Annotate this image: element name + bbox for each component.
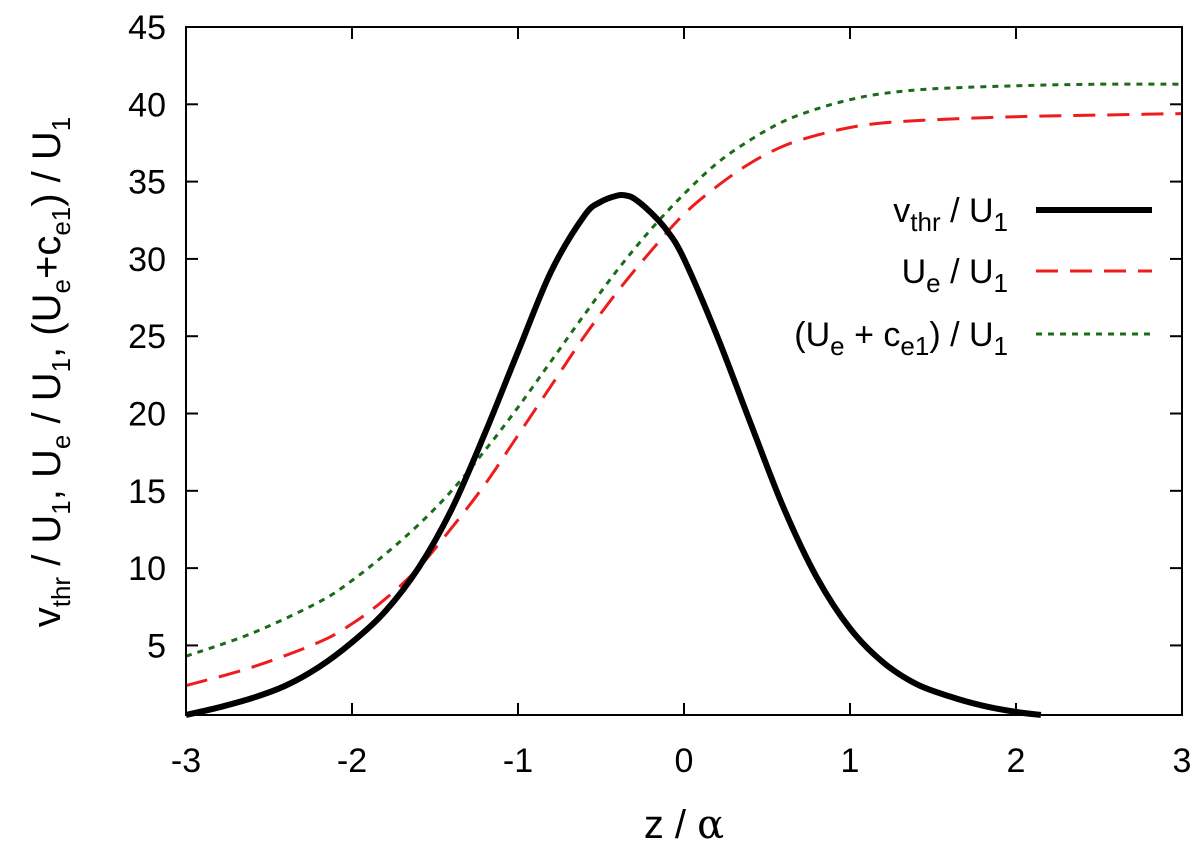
y-tick-label: 5 [147,627,166,665]
legend-label-vthr: vthr / U1 [893,192,1008,237]
y-tick-label: 35 [128,164,166,202]
y-tick-label: 30 [128,241,166,279]
y-tick-label: 45 [128,9,166,47]
x-tick-label: 1 [841,742,860,780]
chart-curves [185,82,1183,718]
legend-label-ue: Ue / U1 [902,253,1008,298]
y-tick-label: 25 [128,318,166,356]
plot-frame [185,26,1183,716]
axis-ticks [185,26,1183,715]
y-tick-label: 40 [128,86,166,124]
legend-entry-ue: Ue / U1 [902,253,1152,298]
x-tick-label: 2 [1007,742,1026,780]
x-tick-label: -2 [337,742,367,780]
x-axis-title: z / α [644,802,724,847]
x-tick-label: 3 [1173,742,1192,780]
x-tick-label: -3 [171,742,201,780]
x-tick-label: -1 [503,742,533,780]
y-tick-label: 10 [128,550,166,588]
y-tick-label: 20 [128,396,166,434]
legend-entry-ue-ce1: (Ue + ce1) / U1 [794,316,1152,361]
legend-entry-vthr: vthr / U1 [893,192,1152,237]
y-tick-labels: 5 10 15 20 25 30 35 40 45 [128,9,166,665]
legend-label-ue-ce1: (Ue + ce1) / U1 [794,316,1008,361]
x-tick-labels: -3 -2 -1 0 1 2 3 [171,742,1192,780]
x-tick-label: 0 [675,742,694,780]
y-tick-label: 15 [128,473,166,511]
y-axis-title: vthr / U1, Ue / U1, (Ue+ce1) / U1 [25,117,76,628]
series-line-0 [185,191,1042,718]
series-line-2 [185,82,1183,658]
series-line-1 [185,112,1183,688]
legend: vthr / U1 Ue / U1 (Ue + ce1) / U1 [794,192,1152,361]
